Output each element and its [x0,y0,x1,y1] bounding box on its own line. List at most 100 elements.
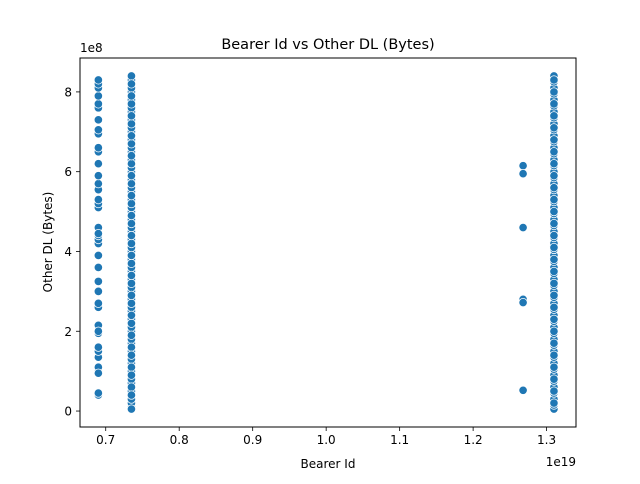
scatter-point [549,278,559,288]
y-tick-label: 4 [64,245,72,259]
scatter-point [518,385,528,395]
scatter-point [549,147,559,157]
scatter-point [126,404,137,414]
x-tick-label: 0.9 [243,433,262,447]
scatter-point [93,159,103,169]
scatter-point [126,370,137,380]
scatter-point [126,210,137,221]
scatter-point [126,238,137,249]
scatter-point [126,230,137,241]
scatter-point [549,75,559,85]
scatter-point [518,169,528,179]
scatter-point [549,266,559,276]
scatter-point [126,111,137,121]
scatter-point [93,115,103,125]
scatter-point [93,195,103,205]
scatter-point [126,298,137,308]
scatter-point [126,171,137,181]
scatter-point [93,99,103,109]
scatter-point [126,199,137,209]
scatter-point [126,159,137,169]
scatter-point [549,302,559,312]
scatter-point [126,310,137,320]
scatter-point [93,262,103,273]
scatter-point [126,290,137,300]
scatter-point [93,286,103,296]
scatter-point [549,218,559,229]
x-tick-label: 1.1 [390,433,409,447]
scatter-point [93,368,103,378]
scatter-point [93,388,103,398]
scatter-point [518,161,528,171]
scatter-point [126,278,137,288]
scatter-point [549,398,559,408]
scatter-point [126,390,137,400]
scatter-point [549,87,559,97]
scatter-point [126,218,137,229]
scatter-point [518,297,528,308]
x-offset-label: 1e19 [546,455,576,469]
x-tick-label: 0.7 [96,433,115,447]
y-tick-label: 6 [64,165,72,179]
scatter-point [126,119,137,129]
scatter-point [93,298,103,308]
y-tick-label: 2 [64,325,72,339]
x-tick-label: 0.8 [170,433,189,447]
plot-frame [79,57,577,428]
scatter-point [93,75,103,85]
scatter-point [93,326,103,336]
scatter-point [93,276,103,286]
scatter-point [126,270,137,280]
scatter-point [93,91,103,101]
scatter-point [549,111,559,121]
scatter-point [126,318,137,328]
y-tick-label: 0 [64,405,72,419]
scatter-point [93,228,103,239]
scatter-point [549,350,559,360]
x-axis-label: Bearer Id [301,457,356,471]
scatter-point [93,250,103,261]
scatter-point [126,342,137,352]
scatter-point [549,195,559,205]
scatter-point [549,230,559,241]
axis-ticks: 0.7 0.8 0.9 1.0 1.1 1.2 1.3 0 2 4 6 8 [64,85,556,447]
scatter-point [126,350,137,360]
chart-title: Bearer Id vs Other DL (Bytes) [221,37,434,53]
scatter-point [126,330,137,340]
scatter-point [549,254,559,265]
x-tick-label: 1.3 [537,433,556,447]
scatter-point [549,159,559,169]
scatter-point [126,382,137,392]
scatter-point [549,326,559,336]
scatter-point [549,374,559,384]
scatter-point [549,290,559,300]
data-points [93,71,559,414]
scatter-point [549,183,559,193]
scatter-point [93,342,103,352]
scatter-point [549,338,559,348]
scatter-point [126,79,137,89]
scatter-point [93,179,103,189]
scatter-point [93,143,103,153]
scatter-point [126,91,137,101]
scatter-point [549,123,559,133]
scatter-point [126,250,137,261]
scatter-point [126,151,137,161]
scatter-point [549,314,559,324]
scatter-point [549,362,559,372]
scatter-point [549,386,559,396]
scatter-point [93,125,103,135]
scatter-point [126,258,137,269]
x-tick-label: 1.2 [464,433,483,447]
scatter-point [126,179,137,189]
x-tick-label: 1.0 [317,433,336,447]
y-axis-label: Other DL (Bytes) [41,192,55,293]
scatter-point [549,207,559,217]
scatter-point [126,71,137,81]
scatter-point [126,362,137,372]
scatter-point [549,135,559,145]
scatter-point [126,191,137,201]
